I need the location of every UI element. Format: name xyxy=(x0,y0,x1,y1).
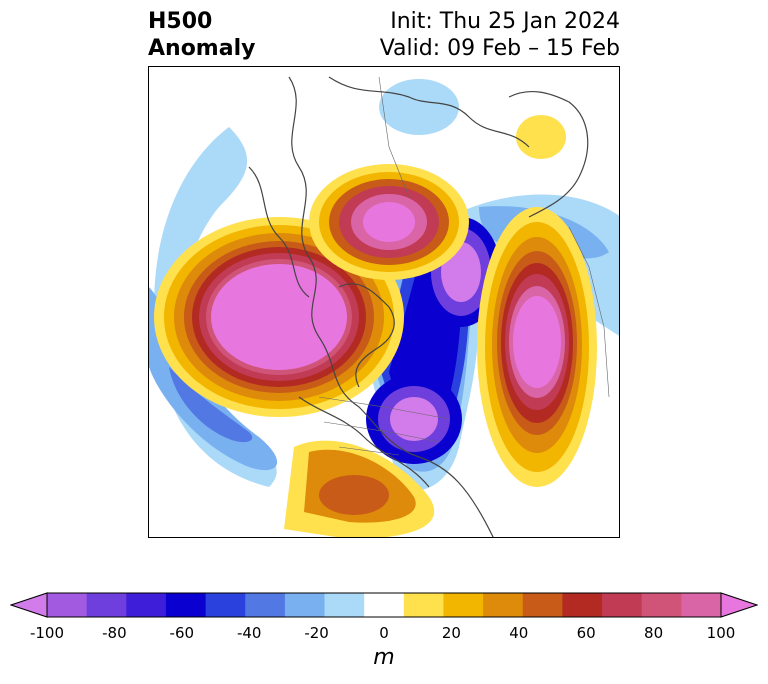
colorbar-cell xyxy=(403,593,444,617)
colorbar-extend-low xyxy=(10,592,48,618)
init-date: Init: Thu 25 Jan 2024 xyxy=(390,9,620,34)
colorbar-extend-high xyxy=(720,592,758,618)
colorbar-tick-label: -60 xyxy=(169,624,195,642)
positive-anomaly-north xyxy=(309,164,469,280)
political-borders xyxy=(318,76,610,456)
colorbar-tick-label: -20 xyxy=(304,624,329,642)
colorbar-tick-label: 80 xyxy=(644,624,664,642)
colorbar-cell xyxy=(641,593,682,617)
colorbar-cell xyxy=(86,593,127,617)
colorbar-tick-label: -40 xyxy=(236,624,262,642)
colorbar-tick-label: -80 xyxy=(102,624,127,642)
colorbar-unit: m xyxy=(373,645,395,670)
colorbar-tick-label: -100 xyxy=(29,624,65,642)
colorbar-tick-label: 0 xyxy=(379,624,389,642)
colorbar xyxy=(10,592,758,618)
colorbar-tick-label: 40 xyxy=(509,624,529,642)
valid-range: Valid: 09 Feb – 15 Feb xyxy=(379,36,620,61)
negative-anomaly-core xyxy=(378,228,491,452)
map-title: H500 Anomaly xyxy=(148,8,255,62)
positive-anomaly-south xyxy=(284,115,566,537)
colorbar-tick-label: 100 xyxy=(706,624,736,642)
title-line-2: Anomaly xyxy=(148,36,256,61)
title-line-1: H500 xyxy=(148,9,213,34)
anomaly-map xyxy=(148,66,620,538)
colorbar-cell xyxy=(245,593,286,617)
colorbar-cell xyxy=(47,593,88,617)
colorbar-cell xyxy=(602,593,643,617)
colorbar-ticks: -100 -80 -60 -40 -20 0 20 40 60 80 100 xyxy=(0,624,768,646)
colorbar-cell xyxy=(205,593,246,617)
colorbar-cell xyxy=(522,593,563,617)
colorbar-outline xyxy=(46,592,722,618)
colorbar-cells xyxy=(10,592,758,618)
colorbar-cell xyxy=(483,593,524,617)
colorbar-cell xyxy=(364,593,405,617)
forecast-period: Init: Thu 25 Jan 2024 Valid: 09 Feb – 15… xyxy=(380,8,620,62)
colorbar-tick-label: 60 xyxy=(576,624,596,642)
colorbar-cell xyxy=(681,593,722,617)
colorbar-cell xyxy=(126,593,167,617)
anomaly-map-svg xyxy=(149,76,619,537)
colorbar-cell xyxy=(165,593,207,617)
coastlines xyxy=(248,76,589,537)
colorbar-cell xyxy=(284,593,326,617)
colorbar-cell xyxy=(443,593,484,617)
positive-anomaly-east xyxy=(477,207,597,487)
colorbar-cell xyxy=(562,593,603,617)
colorbar-cell xyxy=(324,593,365,617)
colorbar-tick-label: 20 xyxy=(441,624,461,642)
